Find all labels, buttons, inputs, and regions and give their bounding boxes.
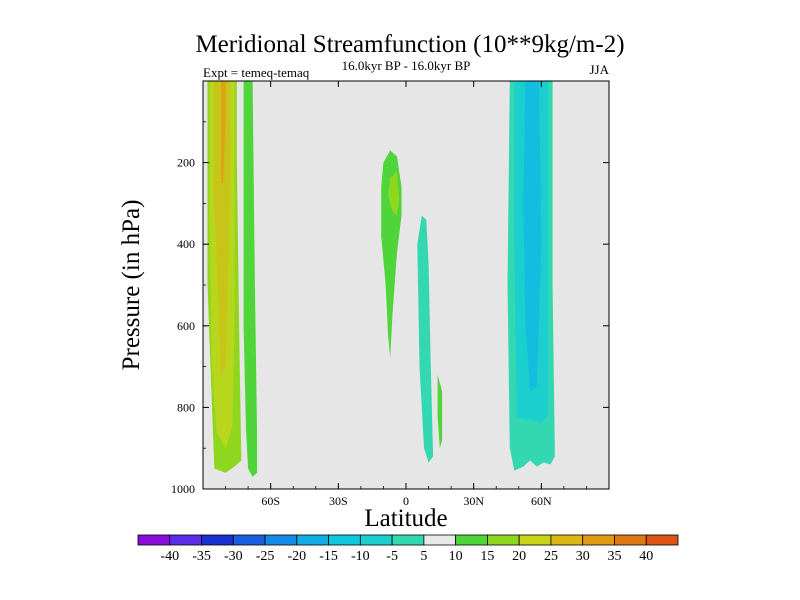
colorbar-label: -30	[224, 549, 243, 564]
x-axis-label: Latitude	[364, 505, 447, 532]
contour-region-eq-upper-core	[388, 170, 400, 216]
colorbar-swatch	[232, 534, 266, 546]
chart-title: Meridional Streamfunction (10**9kg/m-2)	[195, 31, 624, 58]
contour-region-nh-cell-core	[523, 81, 542, 392]
y-axis-ticks: 200 400 600 800 1000	[171, 121, 609, 496]
chart-subtitle-right: JJA	[589, 62, 609, 77]
colorbar-label: -40	[160, 549, 179, 564]
colorbar-swatch	[328, 534, 361, 546]
contour-region-sh-cell-strip	[243, 81, 258, 477]
colorbar-swatch	[582, 534, 615, 546]
y-tick-label: 1000	[171, 482, 195, 496]
colorbar-label: -15	[319, 549, 338, 564]
y-tick-label: 800	[177, 400, 195, 414]
colorbar-swatch	[169, 534, 202, 546]
colorbar-swatch	[359, 534, 393, 546]
colorbar-label: 5	[420, 549, 427, 564]
contour-region-eq-lower	[417, 215, 434, 463]
colorbar-swatch	[264, 534, 298, 546]
x-tick-label: 60S	[261, 494, 280, 508]
contour-regions	[207, 81, 555, 477]
y-tick-label: 200	[177, 156, 195, 170]
colorbar-label: -35	[192, 549, 211, 564]
colorbar-label: 35	[607, 549, 621, 564]
colorbar-label: 20	[512, 549, 526, 564]
x-tick-label: 60N	[531, 494, 552, 508]
colorbar-swatch	[296, 534, 329, 546]
colorbar-label: -20	[287, 549, 306, 564]
colorbar: -40 -35 -30 -25 -20 -15 -10 -5 5 10 15 20 25 30 35 40	[137, 534, 679, 564]
x-tick-label: 30N	[463, 494, 484, 508]
contour-region-eq-sliver	[437, 374, 443, 449]
colorbar-swatch	[137, 534, 171, 546]
colorbar-label: 10	[449, 549, 463, 564]
colorbar-swatch	[518, 534, 552, 546]
colorbar-label: -5	[386, 549, 398, 564]
colorbar-label: 15	[480, 549, 494, 564]
colorbar-swatch	[487, 534, 520, 546]
x-tick-label: 0	[403, 494, 409, 508]
colorbar-label: -25	[256, 549, 275, 564]
y-axis-label: Pressure (in hPa)	[118, 200, 145, 371]
chart-subtitle-center: 16.0kyr BP - 16.0kyr BP	[342, 58, 471, 73]
colorbar-label: 40	[639, 549, 653, 564]
colorbar-swatch	[550, 534, 584, 546]
colorbar-label: -10	[351, 549, 370, 564]
colorbar-swatch	[645, 534, 679, 546]
contour-region-sh-cell-core	[214, 81, 231, 375]
colorbar-swatch	[614, 534, 647, 546]
colorbar-label: 25	[544, 549, 558, 564]
colorbar-swatch	[423, 534, 457, 546]
colorbar-label: 30	[576, 549, 590, 564]
chart-subtitle-left: Expt = temeq-temaq	[203, 65, 310, 80]
colorbar-swatch	[455, 534, 488, 546]
y-tick-label: 400	[177, 237, 195, 251]
y-tick-label: 600	[177, 319, 195, 333]
contour-region-sh-cell-max	[221, 81, 226, 183]
colorbar-swatch	[391, 534, 425, 546]
colorbar-swatch	[201, 534, 234, 546]
x-axis-ticks: 60S 30S 0 30N 60N	[202, 81, 610, 508]
x-tick-label: 30S	[329, 494, 348, 508]
